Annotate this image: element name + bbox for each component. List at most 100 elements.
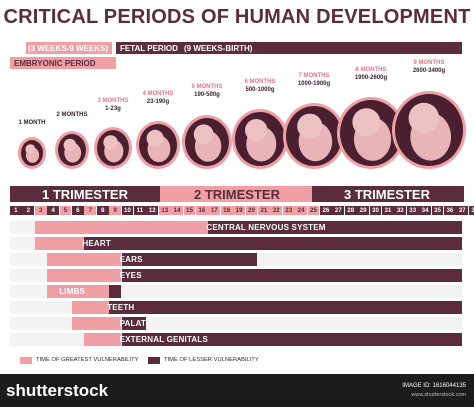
trimester-3-label: 3 TRIMESTER: [344, 187, 430, 202]
month-name: 9 MONTHS: [413, 60, 445, 66]
week-cell: 30: [369, 206, 382, 215]
fetal-weeks-label: (9 WEEKS-BIRTH): [184, 44, 253, 53]
greatest-vulnerability-bar: [34, 221, 208, 234]
system-label: LIMBS: [59, 286, 86, 296]
trimester-1-label: 1 TRIMESTER: [42, 187, 128, 202]
week-cell: 11: [134, 206, 146, 215]
month-weight: 1000-1900g: [297, 80, 331, 87]
fetal-period-bar: [116, 42, 462, 54]
month-name: 3 MONTHS: [97, 98, 129, 104]
week-cell: 12: [146, 206, 159, 215]
week-cell: 37: [456, 206, 469, 215]
greatest-vulnerability-bar: [72, 317, 121, 330]
fetal-period-label: FETAL PERIOD: [120, 44, 178, 53]
month-name: 6 MONTHS: [244, 79, 276, 85]
lesser-vulnerability-bar: [121, 317, 146, 330]
lesser-vulnerability-bar: [109, 301, 462, 314]
lesser-vulnerability-bar: [208, 221, 462, 234]
week-cell: 23: [282, 206, 295, 215]
month-label: 2 MONTHS: [42, 112, 102, 120]
fetus-head: [352, 108, 381, 137]
fetus-illustration: [337, 97, 405, 169]
greatest-vulnerability-bar: [34, 237, 84, 250]
trimester-2-bar: [160, 186, 312, 202]
week-cell: 19: [233, 206, 245, 215]
month-label: 8 MONTHS 1900-2600g: [341, 67, 401, 82]
fetus-head: [408, 102, 440, 134]
system-row-track: [10, 285, 462, 298]
month-label: 6 MONTHS 500-1000g: [230, 79, 290, 94]
week-cell: 9: [109, 206, 121, 215]
month-label: 5 MONTHS 190-500g: [177, 84, 237, 99]
week-cell: 36: [444, 206, 456, 215]
week-cell: 10: [121, 206, 134, 215]
fetus-head: [245, 119, 268, 142]
system-label: TEETH: [107, 302, 135, 312]
week-cell: 14: [171, 206, 183, 215]
footer-brand: shutterstock: [6, 381, 109, 400]
embryonic-weeks-label: (3 WEEKS-9 WEEKS): [28, 44, 109, 53]
embryonic-weeks-bar: [26, 42, 112, 54]
fetus-head: [146, 129, 164, 147]
greatest-vulnerability-bar: [47, 269, 121, 282]
lesser-vulnerability-bar: [121, 253, 258, 266]
week-cell: 20: [245, 206, 258, 215]
trimester-2-label: 2 TRIMESTER: [194, 187, 280, 202]
fetus-illustration: [18, 137, 46, 169]
system-label: EARS: [119, 254, 143, 264]
footer-image-id: IMAGE ID: 1616044135: [402, 383, 466, 389]
month-weight: 2600-3400g: [412, 67, 446, 74]
month-label: 1 MONTH: [2, 120, 62, 128]
month-weight: 1-23g: [105, 105, 121, 112]
week-cell: 7: [84, 206, 97, 215]
fetus-head: [103, 135, 118, 150]
legend-greatest-label: TIME OF GREATEST VULNERABILITY: [36, 357, 139, 363]
week-cell: 38: [468, 206, 474, 215]
fetus-illustration: [232, 109, 288, 169]
fetus-head: [297, 113, 323, 139]
fetus-illustrations: [18, 91, 466, 169]
month-name: 4 MONTHS: [142, 91, 174, 97]
system-label: HEART: [82, 238, 111, 248]
fetus-illustration: [136, 121, 180, 169]
lesser-vulnerability-bar: [84, 237, 462, 250]
fetus-head: [193, 124, 214, 145]
month-weight: 500-1000g: [245, 86, 275, 93]
month-name: 8 MONTHS: [355, 67, 387, 73]
legend-lesser-swatch: [148, 357, 160, 364]
greatest-vulnerability-bar: [72, 301, 109, 314]
week-cell: 17: [208, 206, 221, 215]
lesser-vulnerability-bar: [121, 269, 462, 282]
system-label: EXTERNAL GENITALS: [119, 334, 209, 344]
system-label: CENTRAL NERVOUS SYSTEM: [206, 222, 326, 232]
greatest-vulnerability-bar: [47, 285, 109, 298]
greatest-vulnerability-bar: [47, 253, 121, 266]
fetus-illustration: [283, 103, 345, 169]
month-weight: 1900-2600g: [354, 74, 388, 81]
week-cell: 15: [183, 206, 196, 215]
week-cell: 4: [47, 206, 59, 215]
week-cell: 18: [220, 206, 233, 215]
month-name: 2 MONTHS: [56, 112, 88, 118]
week-cell: 35: [431, 206, 444, 215]
month-weight: 23-190g: [146, 98, 170, 105]
week-cell: 29: [357, 206, 369, 215]
fetus-illustration: [182, 115, 232, 169]
month-label: 7 MONTHS 1000-1900g: [284, 73, 344, 88]
system-label: PALATE: [119, 318, 152, 328]
week-cell: 31: [382, 206, 394, 215]
week-cell: 16: [196, 206, 208, 215]
month-label: 3 MONTHS 1-23g: [83, 98, 143, 113]
footer-bar: shutterstock IMAGE ID: 1616044135 www.sh…: [0, 374, 474, 407]
legend-greatest-swatch: [20, 357, 32, 364]
week-cell: 28: [344, 206, 357, 215]
trimester-1-bar: [10, 186, 160, 202]
week-cell: 32: [394, 206, 407, 215]
week-cell: 24: [295, 206, 307, 215]
month-weight: 190-500g: [194, 91, 220, 98]
week-cell: 2: [22, 206, 35, 215]
embryonic-period-bar: [10, 57, 116, 69]
week-cell: 25: [307, 206, 320, 215]
week-cell: 3: [34, 206, 47, 215]
week-cell: 13: [158, 206, 171, 215]
